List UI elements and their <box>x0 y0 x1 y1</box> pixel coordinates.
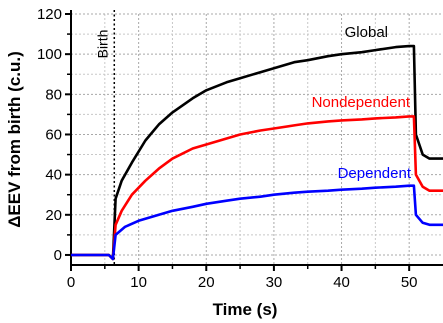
series-line-nondependent <box>71 115 443 261</box>
x-tick-label: 10 <box>130 274 147 291</box>
y-tick-label: 0 <box>54 247 62 264</box>
y-tick-label: 120 <box>37 6 62 23</box>
labels: Global Nondependent Dependent <box>312 24 412 182</box>
series-line-dependent <box>71 184 443 261</box>
x-tick-label: 50 <box>401 274 418 291</box>
y-tick-label: 40 <box>45 167 62 184</box>
x-tick-label: 30 <box>266 274 283 291</box>
y-tick-label: 80 <box>45 86 62 103</box>
annotations: Birth <box>94 10 116 265</box>
y-tick-label: 20 <box>45 207 62 224</box>
y-tick-label: 60 <box>45 126 62 143</box>
y-tick-label: 100 <box>37 46 62 63</box>
x-tick-label: 40 <box>333 274 350 291</box>
x-tick-label: 0 <box>67 274 75 291</box>
birth-annotation: Birth <box>94 30 110 59</box>
series-label-global: Global <box>345 24 388 41</box>
grid <box>70 13 443 265</box>
y-axis-title: ΔEEV from birth (c.u.) <box>5 51 24 228</box>
series-group <box>71 44 443 261</box>
axes: 0 10 20 30 40 50 0 20 40 60 80 100 120 <box>37 6 443 291</box>
series-label-dependent: Dependent <box>338 165 412 182</box>
x-tick-label: 20 <box>198 274 215 291</box>
series-line-global <box>71 44 443 261</box>
series-label-nondependent: Nondependent <box>312 94 411 111</box>
x-axis-title: Time (s) <box>213 300 278 319</box>
